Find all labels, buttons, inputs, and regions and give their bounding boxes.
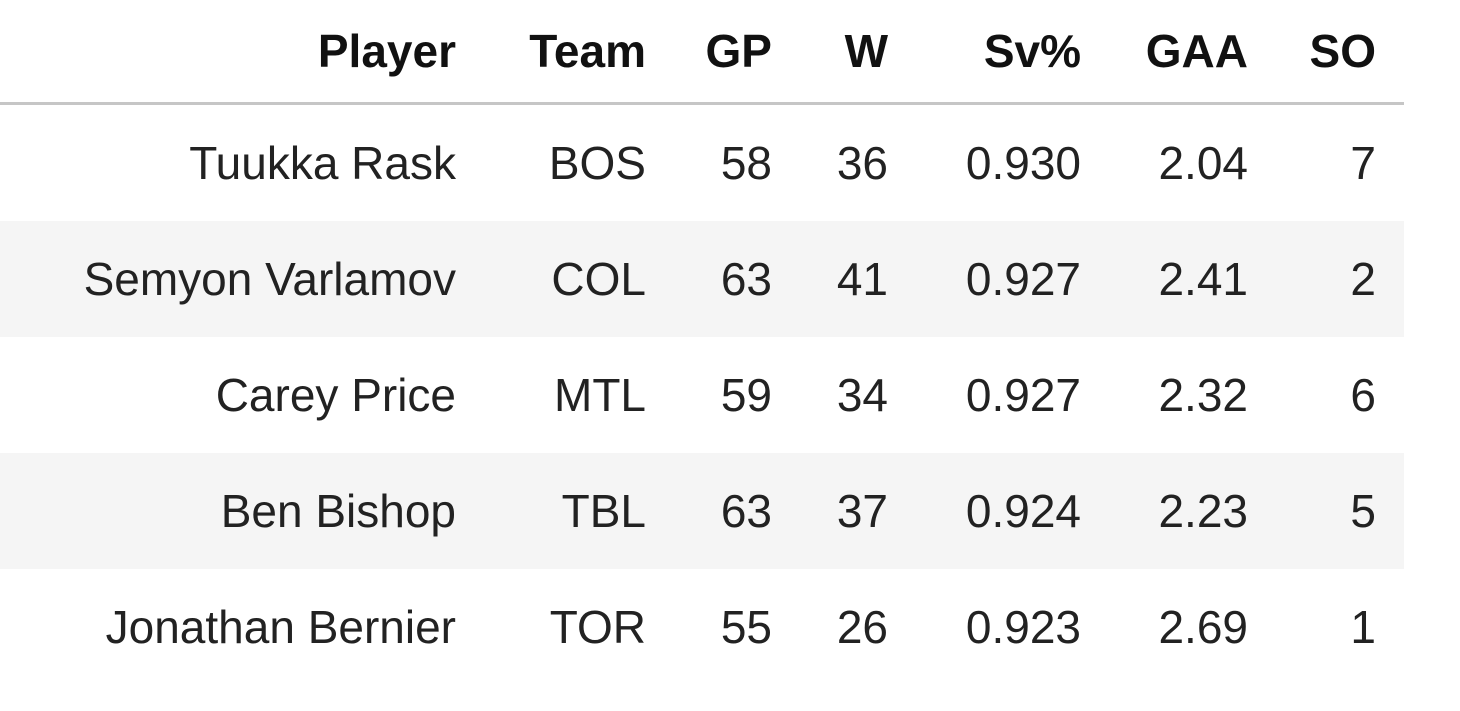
cell-sv-pct: 0.930 [965,137,1081,189]
cell-w: 34 [836,369,888,421]
column-header-gp[interactable]: GP [646,0,772,105]
cell-gaa: 2.32 [1158,369,1248,421]
cell-team: TOR [549,601,646,653]
row-spacer [1376,104,1404,222]
cell-so: 2 [1248,221,1376,337]
cell-w: 37 [772,453,888,569]
column-header-sv-pct[interactable]: Sv% [888,0,1081,105]
row-spacer [1376,569,1404,685]
table-header: Player Team GP W Sv% GAA SO [0,0,1404,105]
cell-sv-pct: 0.923 [965,601,1081,653]
cell-player: Tuukka Rask [189,137,456,189]
table-row: Tuukka Rask BOS 58 36 0.930 2.04 7 [0,104,1404,222]
column-header-so[interactable]: SO [1248,0,1376,105]
cell-so: 7 [1350,137,1376,189]
table-row: Carey Price MTL 59 34 0.927 2.32 6 [0,337,1404,453]
cell-gp: 63 [646,221,772,337]
cell-team: BOS [548,137,646,189]
row-spacer [1376,453,1404,569]
cell-gaa: 2.23 [1081,453,1248,569]
cell-gaa: 2.69 [1158,601,1248,653]
cell-player: Semyon Varlamov [0,221,456,337]
cell-so: 5 [1248,453,1376,569]
table-row: Jonathan Bernier TOR 55 26 0.923 2.69 1 [0,569,1404,685]
cell-player: Ben Bishop [0,453,456,569]
cell-gp: 59 [720,369,772,421]
column-header-gaa[interactable]: GAA [1081,0,1248,105]
cell-w: 36 [836,137,888,189]
column-header-team[interactable]: Team [456,0,646,105]
table-row: Ben Bishop TBL 63 37 0.924 2.23 5 [0,453,1404,569]
cell-team: COL [456,221,646,337]
cell-sv-pct: 0.927 [888,221,1081,337]
cell-gp: 55 [720,601,772,653]
header-row: Player Team GP W Sv% GAA SO [0,0,1404,105]
cell-w: 41 [772,221,888,337]
cell-so: 6 [1350,369,1376,421]
row-spacer [1376,221,1404,337]
cell-gp: 63 [646,453,772,569]
column-header-player[interactable]: Player [0,0,456,105]
column-header-w[interactable]: W [772,0,888,105]
cell-gp: 58 [720,137,772,189]
cell-gaa: 2.04 [1158,137,1248,189]
header-spacer [1376,0,1404,105]
table-body: Tuukka Rask BOS 58 36 0.930 2.04 7 Semyo… [0,104,1404,686]
goalie-stats-table: Player Team GP W Sv% GAA SO Tuukka Rask … [0,0,1404,686]
cell-player: Jonathan Bernier [105,601,456,653]
cell-sv-pct: 0.927 [965,369,1081,421]
cell-gaa: 2.41 [1081,221,1248,337]
table-row: Semyon Varlamov COL 63 41 0.927 2.41 2 [0,221,1404,337]
cell-w: 26 [836,601,888,653]
cell-so: 1 [1350,601,1376,653]
cell-player: Carey Price [215,369,456,421]
cell-team: TBL [456,453,646,569]
row-spacer [1376,337,1404,453]
cell-sv-pct: 0.924 [888,453,1081,569]
cell-team: MTL [554,369,646,421]
